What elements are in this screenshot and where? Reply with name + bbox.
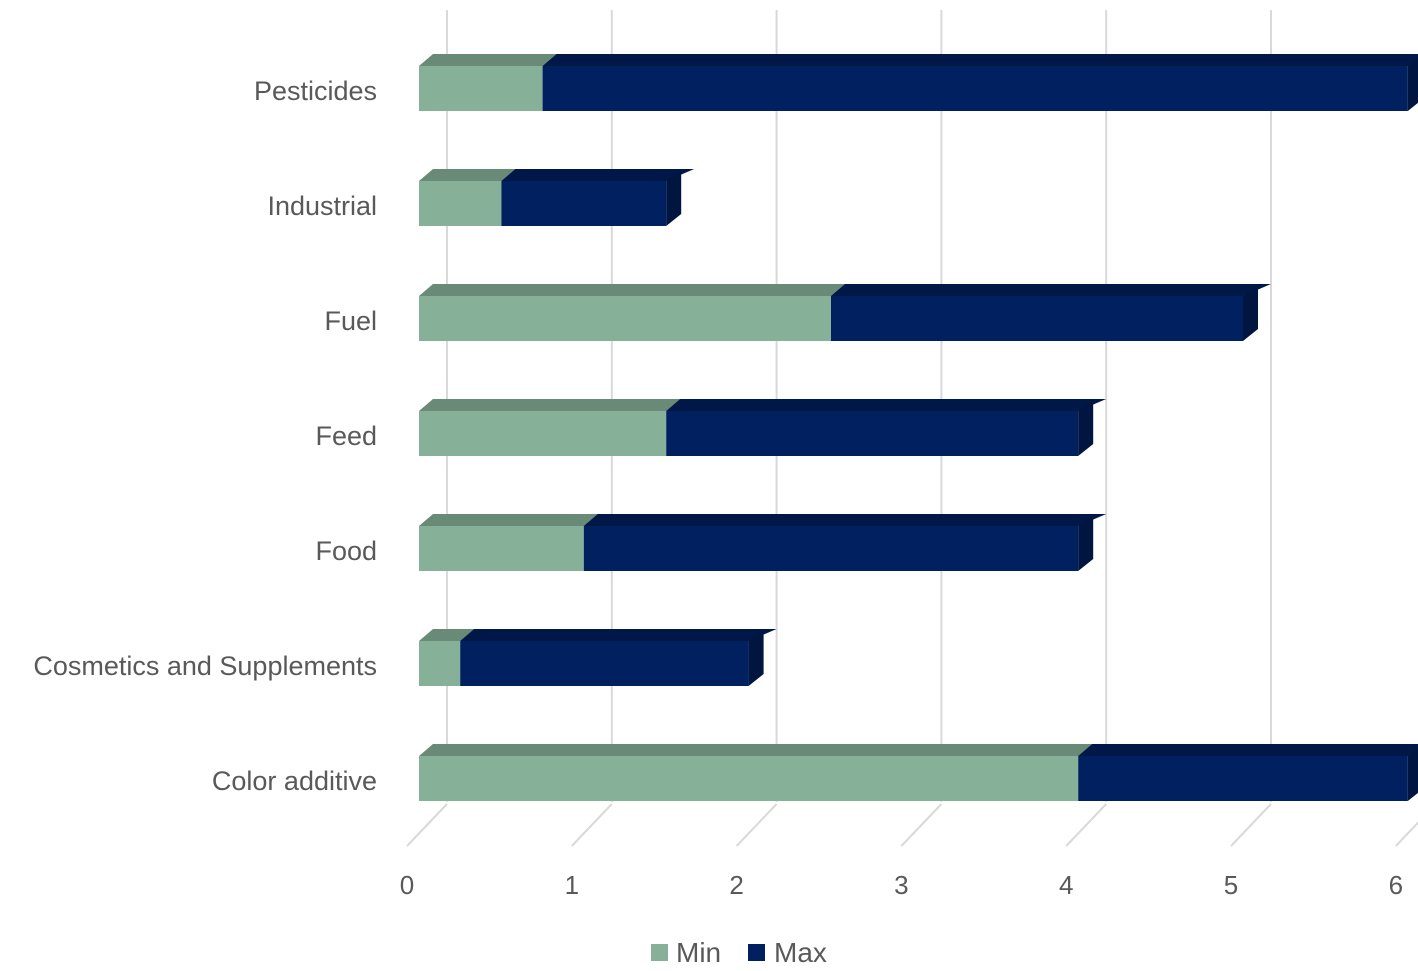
bar-side-1 xyxy=(666,169,682,226)
x-tick-label: 2 xyxy=(729,870,743,900)
labels-layer: Pesticides Industrial Fuel Feed Food Cosmetic… xyxy=(33,76,377,796)
bar-max-0 xyxy=(542,54,1418,111)
category-label: Pesticides xyxy=(254,76,377,106)
bar-side-5 xyxy=(748,629,764,686)
bar-min-4 xyxy=(419,514,612,571)
bar-min-2 xyxy=(419,284,859,341)
bar-max-4 xyxy=(583,514,1107,571)
floor-line-3 xyxy=(900,803,943,847)
x-tick-label: 5 xyxy=(1224,870,1238,900)
floor-line-0 xyxy=(406,803,448,847)
legend-label-min: Min xyxy=(676,937,721,966)
bars-layer xyxy=(419,54,1418,801)
bar-side-6 xyxy=(1407,747,1418,801)
floor-line-2 xyxy=(735,803,778,847)
x-tick-label: 6 xyxy=(1389,870,1403,900)
category-label: Food xyxy=(315,536,377,566)
bar-side-2 xyxy=(1243,284,1258,341)
bar-side-4 xyxy=(1078,514,1094,571)
bar-max-1 xyxy=(501,169,695,226)
category-label: Fuel xyxy=(324,306,377,336)
floor-line-1 xyxy=(571,803,613,847)
legend-label-max: Max xyxy=(774,937,827,966)
bar-min-6 xyxy=(419,744,1107,801)
bar-side-3 xyxy=(1078,399,1094,456)
category-label: Cosmetics and Supplements xyxy=(33,651,377,681)
bar-side-0 xyxy=(1407,57,1418,111)
x-tick-label: 0 xyxy=(400,870,414,900)
bar-min-3 xyxy=(419,399,695,456)
x-tick-label: 3 xyxy=(894,870,908,900)
legend: Min Max xyxy=(651,937,827,968)
bar-max-3 xyxy=(666,399,1107,456)
category-label: Color additive xyxy=(212,766,377,796)
floor-line-5 xyxy=(1230,803,1272,847)
floor-line-6 xyxy=(1395,821,1418,847)
ticks-layer: 0 1 2 3 4 5 6 xyxy=(400,870,1403,900)
legend-swatch-min xyxy=(651,944,668,961)
bar-max-5 xyxy=(460,629,777,686)
legend-swatch-max xyxy=(748,944,765,961)
bar-min-0 xyxy=(419,54,571,111)
x-tick-label: 1 xyxy=(565,870,579,900)
x-tick-label: 4 xyxy=(1059,870,1073,900)
bar-max-6 xyxy=(1078,744,1418,801)
category-label: Feed xyxy=(315,421,377,451)
category-label: Industrial xyxy=(267,191,377,221)
floor-line-4 xyxy=(1065,803,1107,847)
bar-max-2 xyxy=(831,284,1271,341)
bar-min-1 xyxy=(419,169,530,226)
